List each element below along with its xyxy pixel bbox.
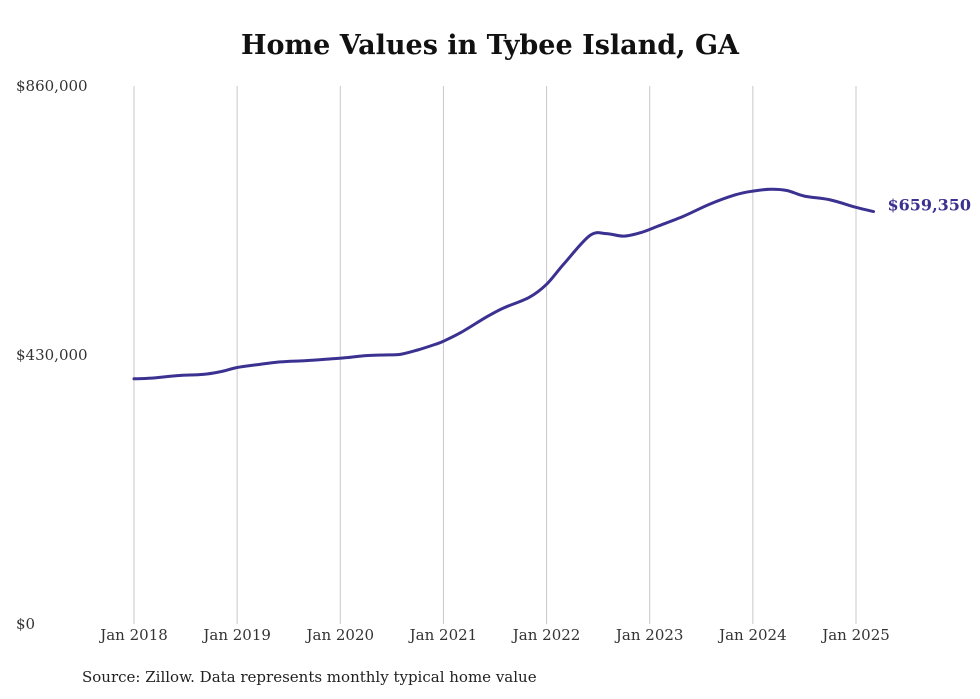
- y-tick-label: $430,000: [16, 346, 88, 364]
- grid-lines: [133, 86, 857, 624]
- x-tick-label: Jan 2022: [511, 626, 581, 644]
- end-value-label: $659,350: [888, 196, 972, 215]
- chart-title: Home Values in Tybee Island, GA: [241, 30, 739, 61]
- series-line: [132, 187, 876, 381]
- y-tick-label: $0: [16, 615, 35, 633]
- line-chart: $0$430,000$860,000 Jan 2018 Jan 2019 Jan 2…: [16, 77, 972, 644]
- x-tick-label: Jan 2023: [614, 626, 684, 644]
- x-axis: Jan 2018 Jan 2019 Jan 2020 Jan 2021 Jan 2022…: [98, 626, 890, 644]
- x-tick-label: Jan 2019: [201, 626, 271, 644]
- y-axis: $0 $430,000 $860,000: [16, 77, 88, 633]
- x-tick-label: Jan 2018: [98, 626, 168, 644]
- source-note: Source: Zillow. Data represents monthly …: [82, 668, 537, 686]
- x-tick-label: Jan 2024: [717, 626, 787, 644]
- x-tick-label: Jan 2021: [408, 626, 478, 644]
- series-group: $659,350: [132, 187, 972, 381]
- x-tick-label: Jan 2020: [305, 626, 375, 644]
- x-tick-label: Jan 2025: [820, 626, 890, 644]
- y-tick-label: $860,000: [16, 77, 88, 95]
